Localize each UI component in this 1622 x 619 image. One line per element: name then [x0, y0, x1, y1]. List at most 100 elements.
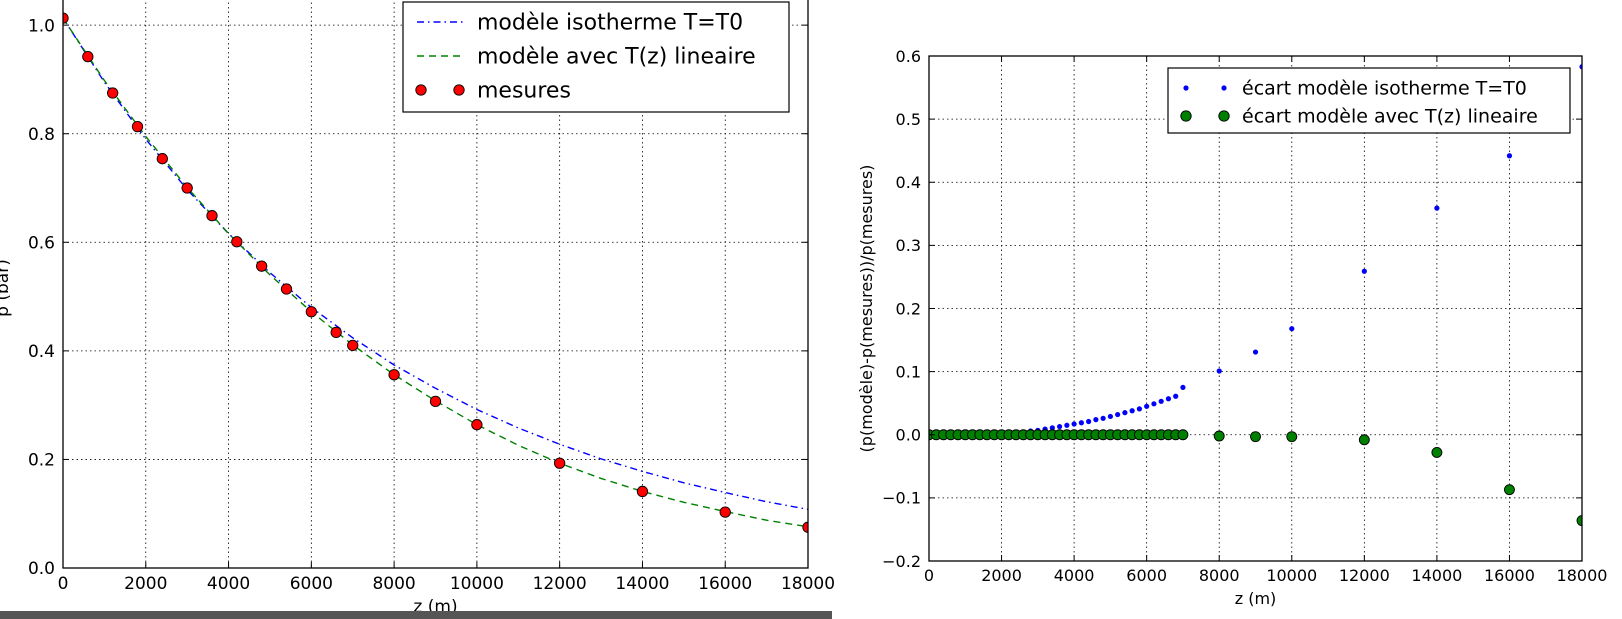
data-point: [636, 485, 649, 498]
legend-label: écart modèle avec T(z) lineaire: [1242, 106, 1538, 128]
legend-swatch: [1180, 110, 1192, 122]
data-point: [1252, 349, 1259, 355]
x-tick-label: 16000: [698, 574, 752, 594]
legend-swatch: [1221, 85, 1227, 91]
x-tick-label: 8000: [372, 574, 415, 594]
data-point: [231, 236, 243, 248]
legend-swatch: [1183, 85, 1189, 91]
y-tick-label: −0.2: [882, 552, 921, 571]
x-tick-label: 8000: [1199, 566, 1240, 585]
data-point: [1165, 396, 1172, 402]
data-point: [1173, 393, 1179, 399]
data-point: [1503, 484, 1515, 496]
y-tick-label: 1.0: [28, 16, 55, 36]
legend-swatch: [453, 84, 465, 96]
x-tick-label: 18000: [1557, 566, 1608, 585]
data-point: [1093, 417, 1099, 423]
data-point: [1177, 429, 1189, 441]
data-point: [1286, 431, 1298, 443]
legend-label: modèle avec T(z) lineaire: [477, 45, 756, 70]
data-point: [471, 419, 483, 431]
data-point: [1434, 205, 1440, 211]
data-point: [1289, 326, 1295, 332]
data-point: [156, 153, 168, 165]
y-axis-label: p (bar): [0, 259, 13, 317]
relative-error-chart: 0 2000 4000 6000 8000 10000 12000 14000 16000 180…: [857, 47, 1607, 608]
legend: modèle isotherme T=T0 modèle avec T(z) li…: [402, 1, 790, 113]
data-point: [388, 369, 400, 381]
y-tick-label: 0.2: [896, 299, 921, 318]
x-tick-label: 0: [58, 574, 69, 594]
x-tick-label: 4000: [1054, 566, 1095, 585]
x-tick-label: 18000: [781, 574, 835, 594]
y-tick-label: 0.4: [896, 173, 921, 192]
data-point: [1431, 446, 1443, 458]
x-tick-label: 2000: [124, 574, 167, 594]
legend: écart modèle isotherme T=T0 écart modèle …: [1167, 67, 1571, 134]
data-point: [256, 260, 268, 272]
data-point: [330, 326, 342, 339]
data-point: [1086, 418, 1092, 425]
data-point: [1216, 368, 1222, 374]
data-point: [1049, 425, 1055, 431]
data-point: [1115, 411, 1121, 418]
pressure-chart: 0 2000 4000 6000 8000 10000 12000 14000 16000 180…: [0, 0, 835, 617]
data-point: [1213, 430, 1225, 442]
y-tick-label: 0.6: [896, 47, 921, 66]
data-point: [82, 50, 94, 63]
x-tick-label: 2000: [981, 566, 1022, 585]
x-tick-label: 4000: [207, 574, 250, 594]
x-tick-label: 10000: [450, 574, 504, 594]
data-point: [347, 339, 359, 352]
x-tick-label: 14000: [1411, 566, 1462, 585]
x-tick-label: 10000: [1266, 566, 1317, 585]
y-axis-label: (p(modèle)-p(mesures))/p(mesures): [857, 165, 876, 453]
plot-frame: [62, 0, 809, 569]
data-point: [1057, 423, 1063, 430]
legend-swatch: [415, 84, 427, 96]
x-tick-label: 14000: [615, 574, 669, 594]
series-line-0: [63, 17, 808, 511]
data-point: [1129, 408, 1135, 414]
horizontal-scrollbar[interactable]: [0, 611, 832, 619]
data-point: [206, 210, 218, 222]
data-point: [1107, 413, 1113, 420]
data-point: [1506, 153, 1513, 159]
data-point: [181, 182, 193, 194]
data-point: [1180, 384, 1186, 391]
data-point: [1136, 406, 1143, 412]
data-point: [1064, 422, 1070, 428]
y-tick-label: 0.4: [28, 342, 55, 362]
data-point: [305, 306, 317, 318]
x-tick-label: 6000: [290, 574, 333, 594]
data-point: [1071, 421, 1077, 427]
legend-label: écart modèle isotherme T=T0: [1242, 78, 1527, 100]
y-tick-label: −0.1: [882, 489, 921, 508]
y-tick-label: 0.3: [896, 236, 921, 255]
x-tick-label: 12000: [1339, 566, 1390, 585]
legend-swatch: [1218, 110, 1230, 122]
data-point: [107, 87, 119, 99]
x-tick-label: 12000: [533, 574, 587, 594]
legend-label: mesures: [477, 79, 571, 104]
data-point: [1078, 420, 1084, 426]
data-point: [63, 12, 69, 24]
x-tick-label: 6000: [1126, 566, 1167, 585]
data-point: [719, 506, 731, 518]
data-point: [1100, 415, 1106, 421]
data-point: [1151, 401, 1157, 407]
data-point: [1144, 403, 1150, 409]
plot-area: [929, 64, 1582, 527]
y-tick-label: 0.2: [28, 451, 55, 471]
x-tick-label: 16000: [1484, 566, 1535, 585]
x-tick-label: 0: [924, 566, 934, 585]
data-point: [1250, 431, 1261, 443]
y-tick-label: 0.0: [28, 559, 55, 579]
legend-label: modèle isotherme T=T0: [477, 11, 743, 36]
data-point: [1158, 398, 1164, 404]
x-axis-label: z (m): [1235, 589, 1277, 608]
data-point: [280, 283, 293, 295]
data-point: [1361, 268, 1367, 274]
y-tick-label: 0.6: [28, 233, 55, 253]
